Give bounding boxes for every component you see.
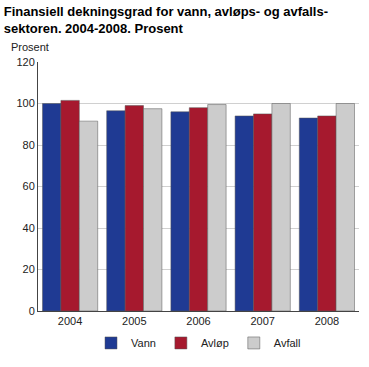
svg-text:80: 80 — [23, 139, 35, 151]
svg-text:40: 40 — [23, 222, 35, 234]
svg-text:2007: 2007 — [250, 315, 274, 327]
svg-text:Avløp: Avløp — [201, 337, 229, 349]
svg-text:Vann: Vann — [131, 337, 156, 349]
svg-text:2006: 2006 — [186, 315, 210, 327]
svg-text:0: 0 — [29, 305, 35, 317]
svg-text:2005: 2005 — [122, 315, 146, 327]
svg-text:100: 100 — [16, 97, 34, 109]
svg-text:120: 120 — [16, 56, 34, 68]
svg-text:Prosent: Prosent — [11, 41, 49, 53]
svg-text:60: 60 — [23, 180, 35, 192]
svg-text:2004: 2004 — [58, 315, 82, 327]
svg-text:Avfall: Avfall — [274, 337, 301, 349]
svg-text:2008: 2008 — [315, 315, 339, 327]
svg-text:Finansiell dekningsgrad for va: Finansiell dekningsgrad for vann, avløps… — [4, 4, 328, 36]
svg-text:20: 20 — [23, 263, 35, 275]
